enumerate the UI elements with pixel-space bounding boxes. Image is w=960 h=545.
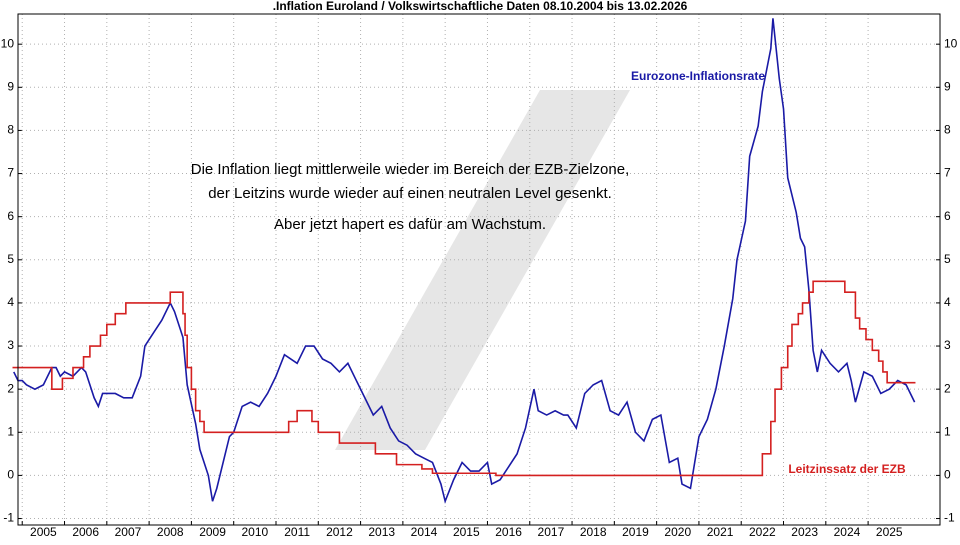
x-tick-label: 2024 <box>834 525 861 539</box>
watermark <box>335 90 630 450</box>
y-tick-label: 10 <box>944 36 958 50</box>
y-tick-label: -1 <box>944 511 955 525</box>
y-tick-label: 7 <box>7 166 14 180</box>
y-tick-label: 6 <box>944 209 951 223</box>
x-tick-label: 2013 <box>368 525 395 539</box>
y-tick-label: 5 <box>944 252 951 266</box>
x-tick-label: 2015 <box>453 525 480 539</box>
grid <box>18 14 940 525</box>
y-tick-label: 4 <box>7 295 14 309</box>
y-tick-label: 4 <box>944 295 951 309</box>
annotation: Die Inflation liegt mittlerweile wieder … <box>191 161 630 178</box>
x-tick-label: 2018 <box>580 525 607 539</box>
y-tick-label: 3 <box>7 338 14 352</box>
x-tick-label: 2017 <box>538 525 565 539</box>
x-tick-label: 2025 <box>876 525 903 539</box>
y-tick-label: 0 <box>7 468 14 482</box>
x-tick-label: 2006 <box>72 525 99 539</box>
series-label: Eurozone-Inflationsrate <box>631 69 765 83</box>
x-tick-label: 2016 <box>495 525 522 539</box>
annotation: Aber jetzt hapert es dafür am Wachstum. <box>274 216 546 233</box>
x-tick-label: 2022 <box>749 525 776 539</box>
y-tick-label: 2 <box>7 381 14 395</box>
y-tick-label: 8 <box>7 123 14 137</box>
series-label: Leitzinssatz der EZB <box>788 462 906 476</box>
x-tick-label: 2009 <box>199 525 226 539</box>
y-tick-label: 10 <box>1 36 15 50</box>
x-tick-label: 2014 <box>411 525 438 539</box>
x-tick-label: 2007 <box>115 525 142 539</box>
y-tick-label: 5 <box>7 252 14 266</box>
series-line <box>12 280 916 477</box>
x-tick-label: 2010 <box>241 525 268 539</box>
x-tick-label: 2023 <box>791 525 818 539</box>
y-tick-label: 1 <box>7 424 14 438</box>
x-tick-label: 2021 <box>707 525 734 539</box>
x-tick-label: 2008 <box>157 525 184 539</box>
x-tick-label: 2020 <box>664 525 691 539</box>
chart-title: .Inflation Euroland / Volkswirtschaftlic… <box>273 0 688 13</box>
lines <box>12 18 916 504</box>
y-tick-label: 8 <box>944 123 951 137</box>
y-tick-label: -1 <box>3 511 14 525</box>
y-tick-label: 3 <box>944 338 951 352</box>
x-tick-label: 2011 <box>284 525 310 539</box>
plot-frame <box>17 13 941 526</box>
y-tick-label: 2 <box>944 381 951 395</box>
y-tick-label: 6 <box>7 209 14 223</box>
x-tick-label: 2005 <box>30 525 57 539</box>
y-tick-label: 7 <box>944 166 951 180</box>
annotation: der Leitzins wurde wieder auf einen neut… <box>208 185 612 202</box>
series-line <box>13 18 916 504</box>
y-tick-label: 9 <box>944 79 951 93</box>
x-tick-label: 2019 <box>622 525 649 539</box>
y-tick-label: 1 <box>944 424 951 438</box>
y-tick-label: 9 <box>7 79 14 93</box>
y-tick-label: 0 <box>944 468 951 482</box>
x-tick-label: 2012 <box>326 525 353 539</box>
